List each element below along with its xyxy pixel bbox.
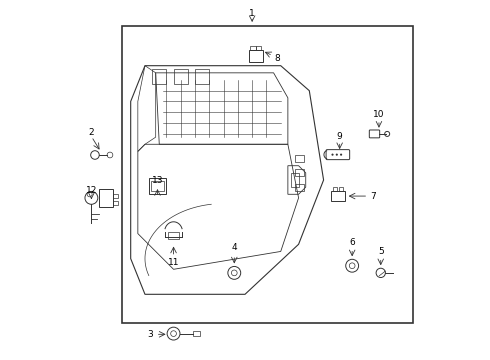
Bar	[295, 155, 304, 162]
Bar	[295, 169, 304, 176]
Circle shape	[340, 154, 342, 156]
Bar	[168, 232, 179, 239]
Text: 8: 8	[274, 54, 280, 63]
Text: 6: 6	[349, 238, 355, 247]
Bar	[256, 46, 261, 50]
Bar	[295, 184, 304, 191]
Bar	[292, 173, 298, 187]
Bar	[151, 181, 164, 192]
Text: 11: 11	[168, 258, 179, 267]
Bar	[122, 26, 413, 323]
Text: 5: 5	[378, 247, 384, 256]
Text: 13: 13	[152, 176, 163, 185]
Text: 10: 10	[373, 111, 385, 120]
Bar	[248, 50, 263, 62]
Circle shape	[336, 154, 338, 156]
Bar	[152, 69, 167, 84]
Text: 7: 7	[370, 192, 376, 201]
Bar	[98, 189, 113, 207]
Bar	[195, 69, 209, 84]
Bar	[113, 201, 118, 205]
Bar	[333, 187, 337, 191]
Bar	[193, 332, 200, 336]
Bar	[339, 187, 343, 191]
Bar	[331, 191, 345, 202]
Circle shape	[331, 154, 334, 156]
Text: 2: 2	[89, 128, 94, 137]
Text: 9: 9	[337, 132, 343, 141]
Text: 12: 12	[86, 185, 97, 194]
Text: 1: 1	[249, 9, 255, 18]
Text: 3: 3	[147, 330, 153, 339]
Text: 4: 4	[231, 243, 237, 252]
Bar	[250, 46, 256, 50]
Bar	[173, 69, 188, 84]
Bar	[148, 178, 167, 194]
Bar	[113, 194, 118, 198]
